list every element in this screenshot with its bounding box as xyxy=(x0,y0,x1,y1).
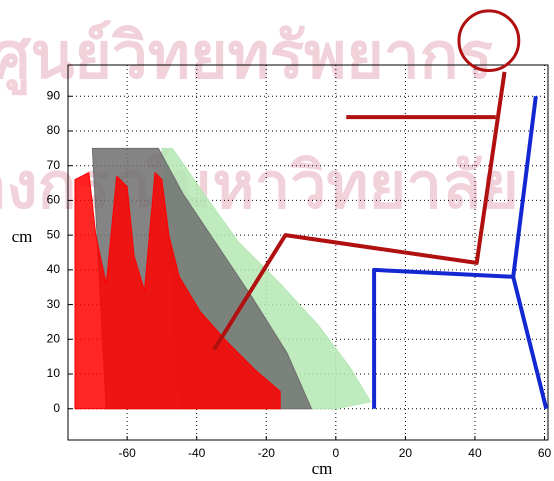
y-tick-label: 30 xyxy=(47,297,61,311)
segment-line xyxy=(511,276,549,410)
head-circle xyxy=(457,9,521,73)
x-tick-label: -20 xyxy=(258,446,276,460)
x-tick-label: 40 xyxy=(468,446,482,460)
segment-line xyxy=(372,96,538,409)
watermark: ศูนย์วิทยทรัพยากร xyxy=(0,20,493,96)
x-tick-label: 60 xyxy=(538,446,552,460)
y-tick-label: 20 xyxy=(47,331,61,345)
plot-area xyxy=(67,64,549,441)
y-tick-label: 0 xyxy=(53,401,60,415)
y-tick-label: 90 xyxy=(47,88,61,102)
y-tick-label: 80 xyxy=(47,123,61,137)
x-axis-label: cm xyxy=(312,459,333,478)
y-tick-label: 50 xyxy=(47,227,61,241)
x-tick-label: 20 xyxy=(399,446,413,460)
y-tick-label: 70 xyxy=(47,158,61,172)
y-axis-label: cm xyxy=(12,227,33,246)
x-tick-label: -40 xyxy=(188,446,206,460)
segment-line xyxy=(212,71,507,351)
x-tick-label: -60 xyxy=(118,446,136,460)
x-tick-label: 0 xyxy=(332,446,339,460)
y-tick-label: 10 xyxy=(47,366,61,380)
y-tick-label: 60 xyxy=(47,193,61,207)
point-cloud xyxy=(74,172,281,410)
y-tick-label: 40 xyxy=(47,262,61,276)
